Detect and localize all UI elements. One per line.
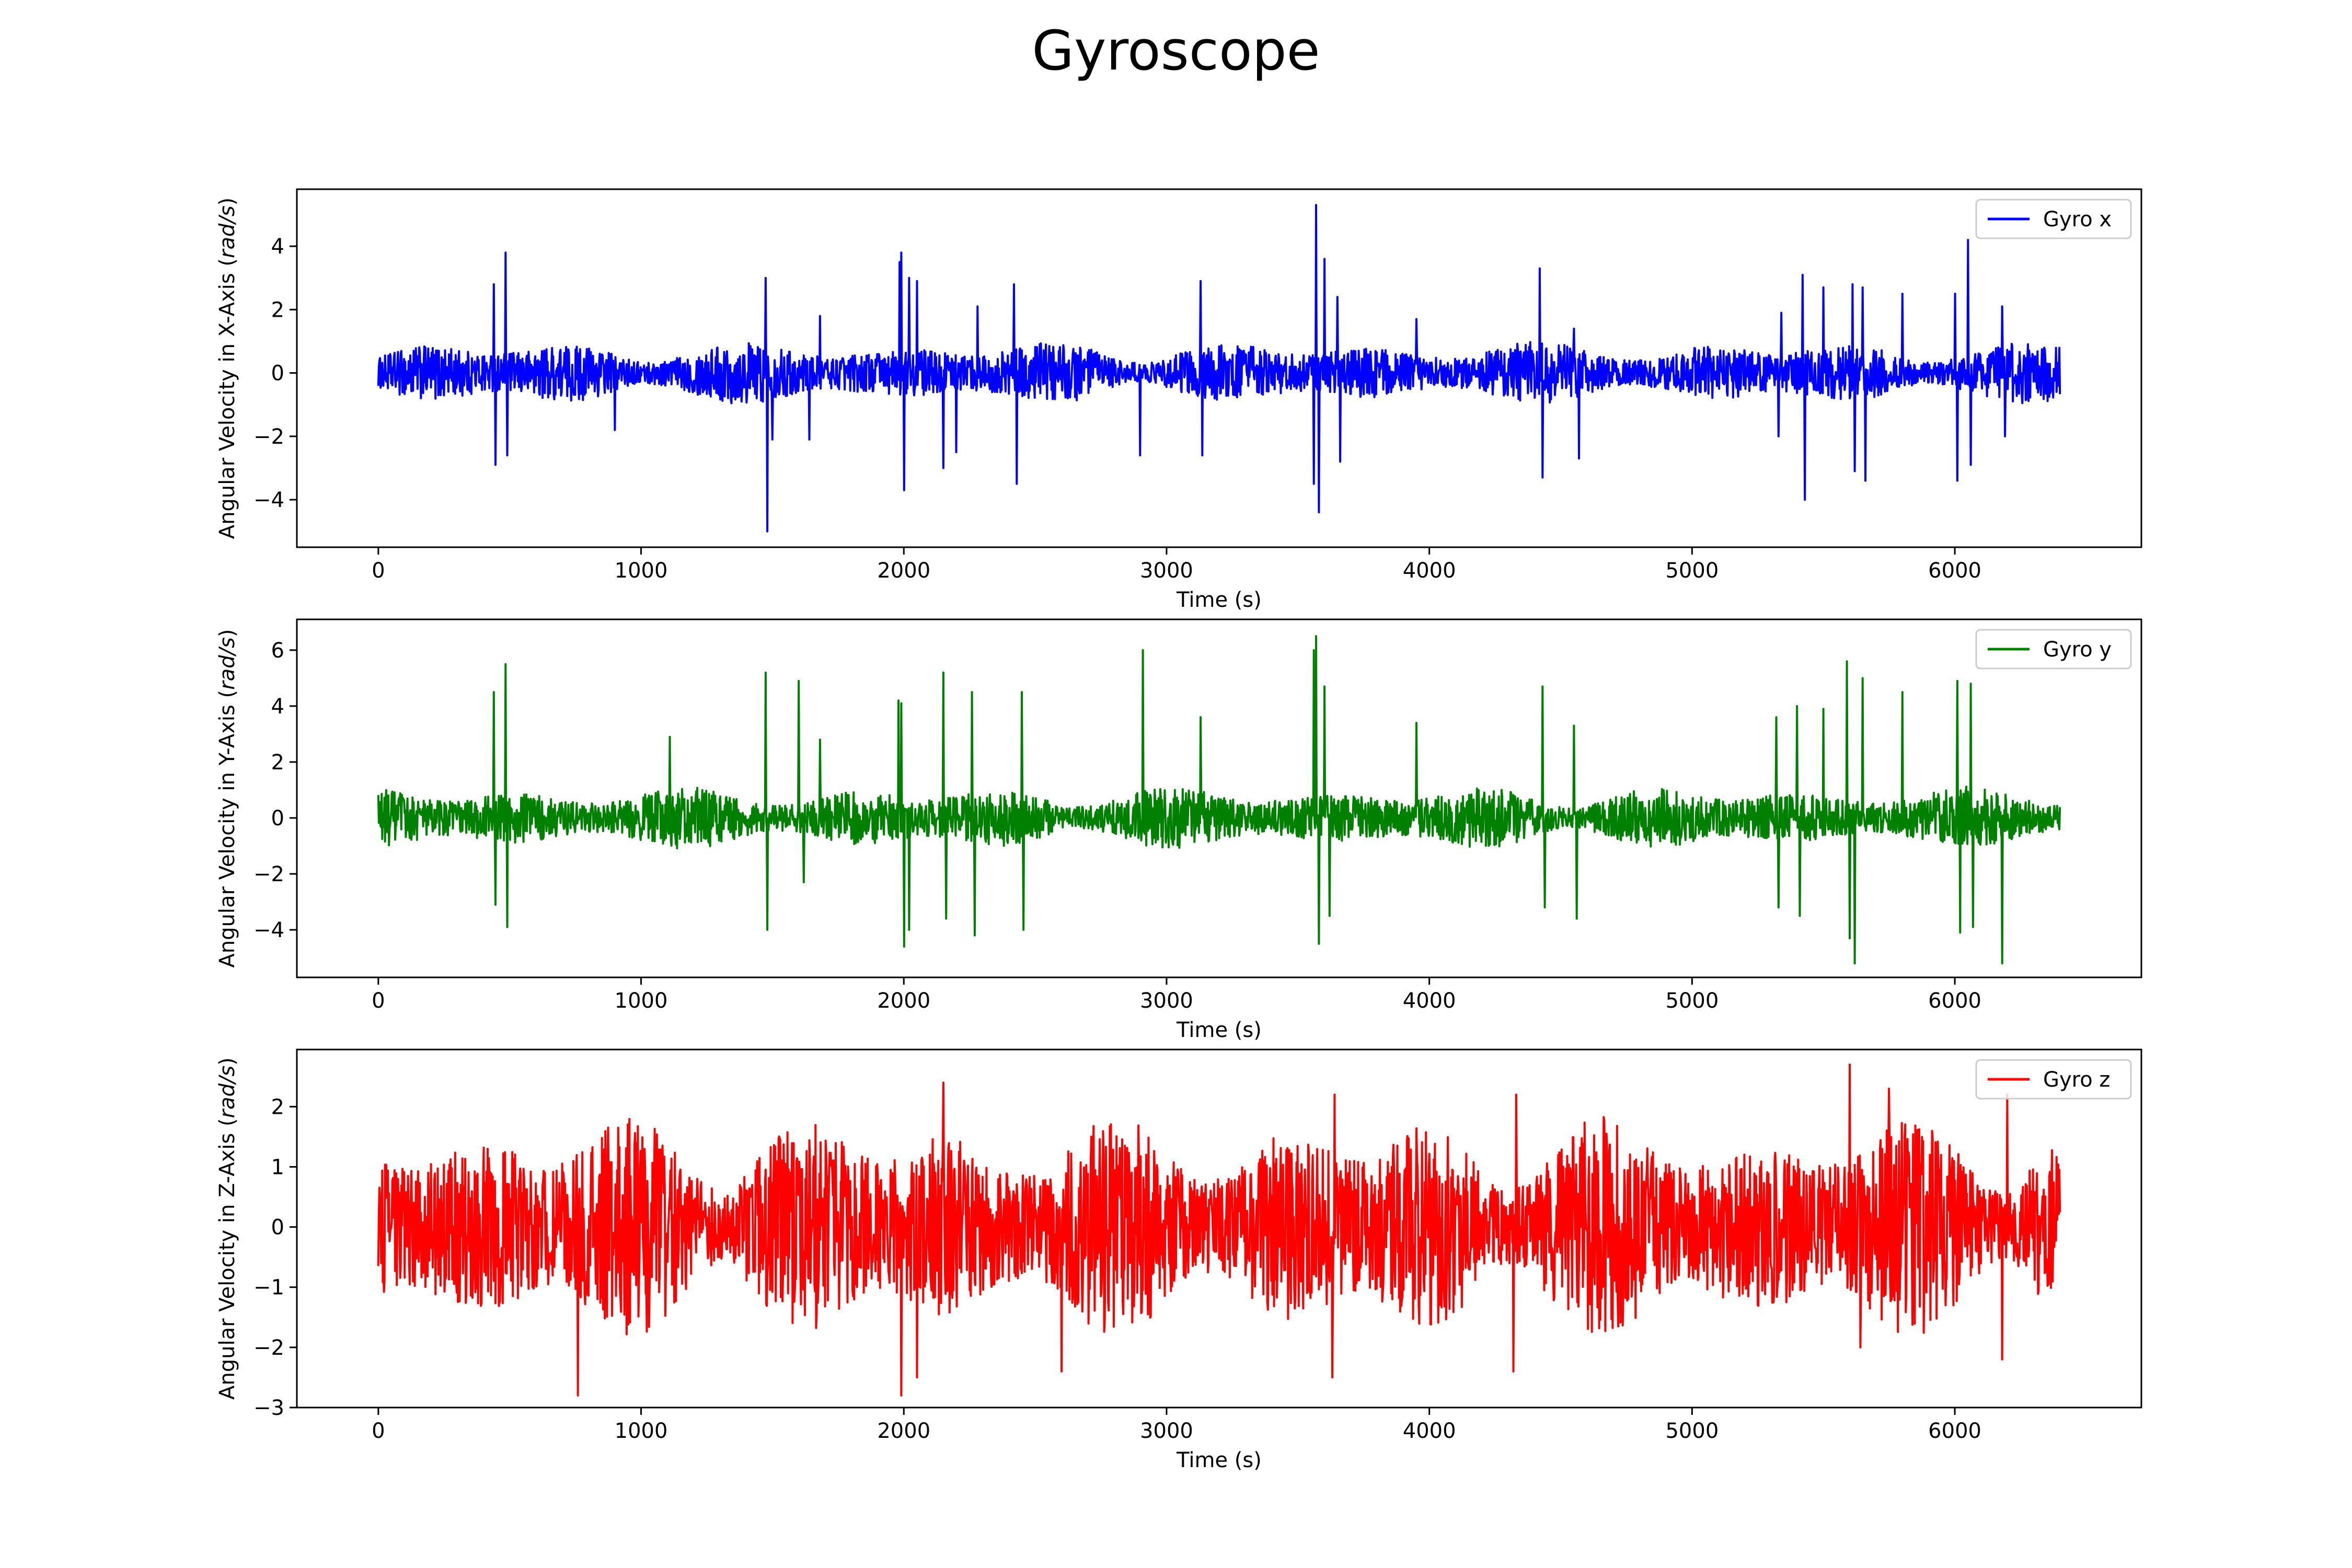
axes-frame-y xyxy=(296,618,2142,978)
legend-box xyxy=(1975,1059,2132,1100)
series-line-z xyxy=(377,1063,2061,1397)
x-tick-label: 0 xyxy=(372,1419,385,1443)
x-tick-label: 2000 xyxy=(877,989,930,1013)
figure-title: Gyroscope xyxy=(1032,19,1320,83)
x-tick-label: 1000 xyxy=(615,559,668,583)
y-tick-label: 0 xyxy=(271,362,284,386)
y-axis-label: Angular Velocity in Y-Axis (rad/s) xyxy=(215,629,239,968)
x-tick-label: 2000 xyxy=(877,1419,930,1443)
legend-label: Gyro x xyxy=(2043,207,2112,232)
y-axis-label: Angular Velocity in X-Axis (rad/s) xyxy=(215,198,239,539)
legend-z: Gyro z xyxy=(1975,1059,2132,1100)
x-tick-label: 4000 xyxy=(1403,989,1456,1013)
axes-frame-z xyxy=(296,1048,2142,1409)
y-tick-label: 2 xyxy=(271,751,284,775)
x-axis-label: Time (s) xyxy=(1176,1018,1262,1042)
x-tick-label: 1000 xyxy=(615,1419,668,1443)
legend-y: Gyro y xyxy=(1975,629,2132,670)
y-tick-label: 0 xyxy=(271,1216,284,1240)
chart-panel-y: 0 1000 2000 3000 4000 5000 6000 −4 −2 0 2 4 6 Time (s… xyxy=(215,618,2142,1042)
x-tick-label: 3000 xyxy=(1140,559,1193,583)
chart-panel-z: 0 1000 2000 3000 4000 5000 6000 −3 −2 −1 0 1 2 Time (… xyxy=(215,1048,2142,1472)
x-tick-label: 1000 xyxy=(615,989,668,1013)
x-tick-label: 5000 xyxy=(1665,559,1719,583)
y-tick-label: −4 xyxy=(253,918,284,942)
x-tick-label: 6000 xyxy=(1928,989,1981,1013)
y-tick-label: −1 xyxy=(253,1276,284,1300)
y-tick-label: 4 xyxy=(271,695,284,719)
series-line-y xyxy=(377,635,2061,965)
chart-panel-x: 0 1000 2000 3000 4000 5000 6000 −4 −2 0 2 4 Time (s)… xyxy=(215,188,2142,612)
legend-x: Gyro x xyxy=(1975,199,2132,239)
x-axis-label: Time (s) xyxy=(1176,588,1262,612)
legend-box xyxy=(1975,629,2132,670)
y-tick-label: 0 xyxy=(271,806,284,831)
x-tick-label: 3000 xyxy=(1140,989,1193,1013)
x-tick-label: 2000 xyxy=(877,559,930,583)
x-tick-label: 3000 xyxy=(1140,1419,1193,1443)
y-tick-label: 4 xyxy=(271,235,284,259)
series-line-x xyxy=(377,204,2061,533)
y-tick-label: 1 xyxy=(271,1155,284,1179)
x-tick-label: 6000 xyxy=(1928,1419,1981,1443)
y-tick-label: −2 xyxy=(253,425,284,449)
y-tick-label: −3 xyxy=(253,1396,284,1420)
x-tick-label: 4000 xyxy=(1403,1419,1456,1443)
x-tick-label: 0 xyxy=(372,989,385,1013)
x-tick-label: 5000 xyxy=(1665,1419,1719,1443)
axes-frame-x xyxy=(296,188,2142,548)
y-tick-label: 6 xyxy=(271,639,284,663)
x-tick-label: 4000 xyxy=(1403,559,1456,583)
x-axis-label: Time (s) xyxy=(1176,1448,1262,1472)
legend-label: Gyro z xyxy=(2043,1068,2110,1092)
y-tick-label: 2 xyxy=(271,1095,284,1119)
legend-label: Gyro y xyxy=(2043,638,2112,662)
y-axis-label: Angular Velocity in Z-Axis (rad/s) xyxy=(215,1057,239,1400)
y-tick-label: 2 xyxy=(271,298,284,322)
legend-box xyxy=(1975,199,2132,239)
y-tick-label: −4 xyxy=(253,488,284,512)
x-tick-label: 6000 xyxy=(1928,559,1981,583)
y-tick-label: −2 xyxy=(253,862,284,886)
x-tick-label: 5000 xyxy=(1665,989,1719,1013)
y-tick-label: −2 xyxy=(253,1336,284,1360)
x-tick-label: 0 xyxy=(372,559,385,583)
